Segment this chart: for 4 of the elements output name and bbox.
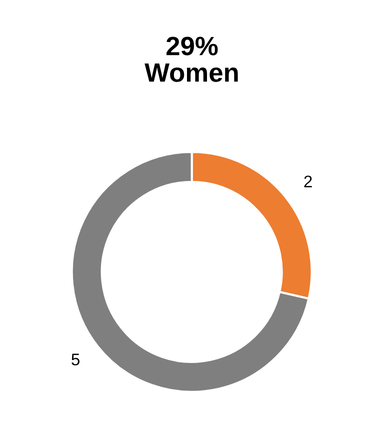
chart-title: 29% Women	[144, 36, 238, 82]
donut-slice	[70, 150, 310, 393]
data-label: 5	[72, 354, 80, 366]
data-label: 2	[304, 176, 312, 188]
